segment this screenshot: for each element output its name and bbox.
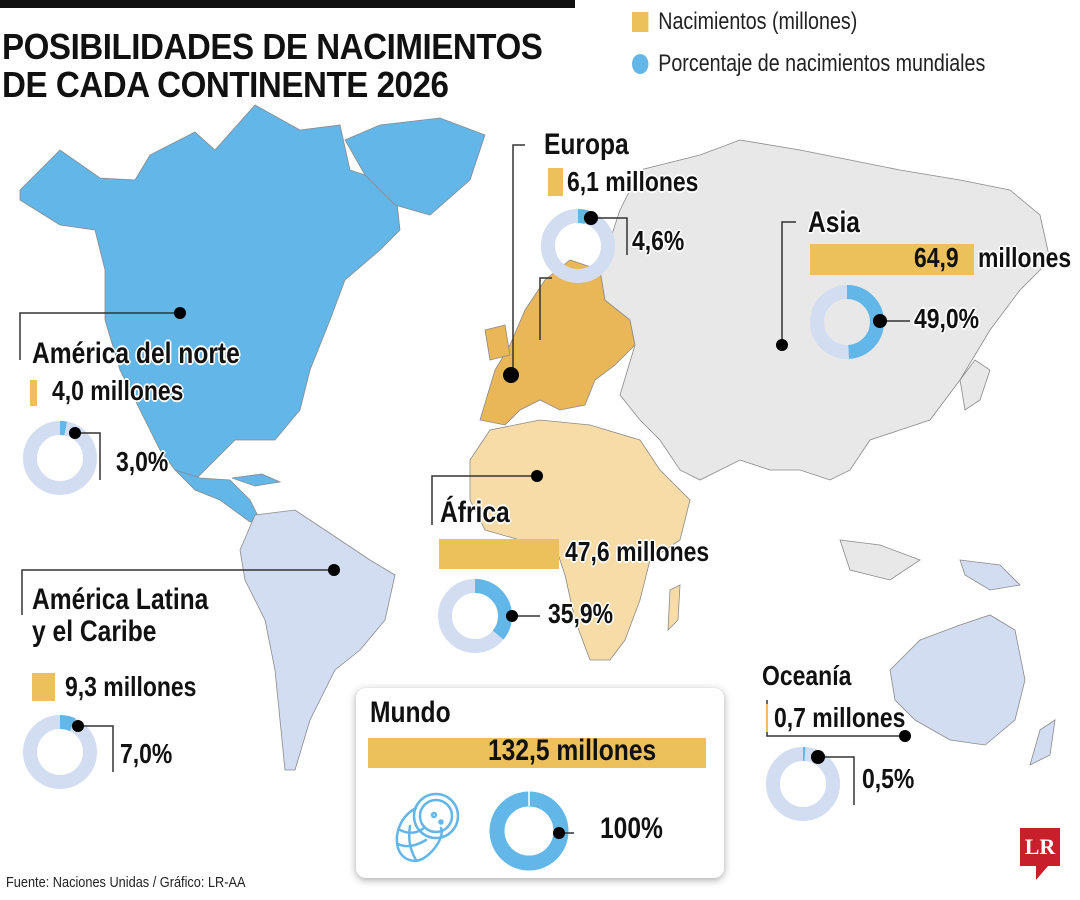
title-line-2: DE CADA CONTINENTE 2026	[2, 64, 449, 105]
map-japan	[959, 359, 991, 411]
map-papua	[959, 559, 1021, 591]
map-indonesia	[839, 539, 921, 581]
births-swatch-icon	[632, 12, 649, 32]
asia-marker	[776, 339, 788, 351]
oceania-name: Oceanía	[762, 660, 852, 691]
world-percent: 100%	[600, 812, 663, 845]
africa-births-bar	[439, 539, 559, 569]
asia-births-unit: millones	[978, 242, 1072, 273]
world-name: Mundo	[370, 696, 451, 729]
lr-logo-tail-icon	[1036, 866, 1048, 880]
donut-north-america	[23, 421, 97, 495]
title-line-1: POSIBILIDADES DE NACIMIENTOS	[2, 26, 543, 67]
map-north-america	[19, 104, 401, 481]
latin-america-percent: 7,0%	[120, 738, 173, 769]
world-births: 132,5 millones	[488, 734, 657, 767]
latin-america-births-bar	[32, 673, 55, 701]
africa-name: África	[440, 496, 510, 529]
world-summary-card: Mundo 132,5 millones 100%	[356, 688, 724, 878]
map-caribbean	[231, 473, 282, 487]
legend: Nacimientos (millones) Porcentaje de nac…	[632, 8, 1063, 78]
north-america-births: 4,0 millones	[52, 375, 184, 406]
europe-births: 6,1 millones	[567, 166, 699, 197]
latin-america-name: América Latina y el Caribe	[32, 584, 208, 648]
oceania-births: 0,7 millones	[774, 702, 906, 733]
oceania-births-bar	[766, 704, 768, 732]
map-australia	[889, 614, 1026, 746]
map-uk	[484, 324, 511, 361]
europe-name: Europa	[544, 128, 629, 161]
north-america-marker	[174, 307, 186, 319]
map-new-zealand	[1029, 719, 1056, 766]
map-madagascar	[667, 584, 681, 632]
percent-swatch-icon	[632, 54, 649, 74]
north-america-births-bar	[30, 380, 37, 406]
donut-africa	[438, 579, 512, 653]
asia-percent: 49,0%	[914, 303, 980, 334]
donut-world	[489, 791, 574, 871]
legend-item-percent: Porcentaje de nacimientos mundiales	[632, 50, 985, 78]
north-america-percent: 3,0%	[116, 446, 169, 477]
source-note: Fuente: Naciones Unidas / Gráfico: LR-AA	[6, 874, 246, 891]
europe-percent: 4,6%	[632, 225, 685, 256]
page-title: POSIBILIDADES DE NACIMIENTOS DE CADA CON…	[2, 26, 543, 105]
title-rule	[0, 0, 575, 8]
legend-births-label: Nacimientos (millones)	[658, 8, 858, 35]
lr-logo: LR	[1020, 828, 1060, 866]
map-south-america	[239, 509, 396, 771]
legend-item-births: Nacimientos (millones)	[632, 8, 985, 36]
latin-america-name-line-2: y el Caribe	[32, 615, 157, 648]
legend-percent-label: Porcentaje de nacimientos mundiales	[658, 50, 986, 77]
europe-marker	[503, 367, 519, 383]
donut-oceania	[766, 747, 840, 821]
asia-name: Asia	[808, 206, 860, 239]
oceania-marker	[899, 730, 911, 742]
latin-america-marker	[328, 564, 340, 576]
africa-births: 47,6 millones	[565, 536, 710, 567]
baby-icon	[395, 792, 460, 862]
donut-europe	[541, 209, 615, 283]
world-births-bar	[368, 738, 706, 768]
africa-percent: 35,9%	[548, 598, 614, 629]
oceania-percent: 0,5%	[862, 763, 915, 794]
map-greenland	[344, 117, 486, 216]
latin-america-name-line-1: América Latina	[32, 583, 209, 616]
asia-births-value: 64,9	[914, 242, 959, 273]
asia-births-bar	[810, 244, 974, 275]
africa-marker	[531, 470, 543, 482]
latin-america-births: 9,3 millones	[65, 671, 197, 702]
europe-births-bar	[548, 168, 563, 196]
north-america-name: América del norte	[32, 337, 240, 370]
donut-latin-america	[23, 715, 97, 789]
